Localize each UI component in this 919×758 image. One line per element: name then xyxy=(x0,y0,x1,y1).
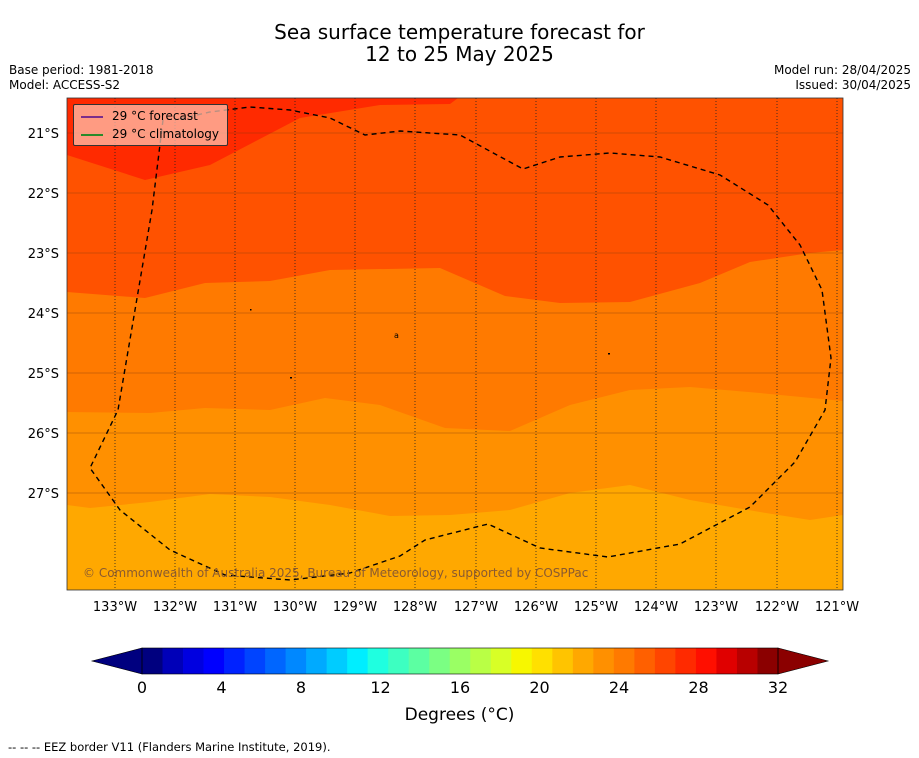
colorbar-swatch xyxy=(716,648,738,674)
longitude-label: 126°W xyxy=(514,600,558,615)
colorbar-frame xyxy=(141,647,779,675)
colorbar-swatch xyxy=(531,648,553,674)
longitude-label: 125°W xyxy=(574,600,618,615)
map-grid xyxy=(67,98,843,590)
colorbar-swatch xyxy=(224,648,245,674)
colorbar-tick-label: 8 xyxy=(295,678,307,697)
colorbar xyxy=(90,647,830,675)
colorbar-swatch xyxy=(490,648,512,674)
eez-border xyxy=(89,106,832,581)
colorbar-swatch xyxy=(511,648,533,674)
legend-climatology-label: 29 °C climatology xyxy=(112,127,220,141)
colorbar-swatch xyxy=(183,648,204,674)
colorbar-swatch xyxy=(449,648,471,674)
colorbar-swatch xyxy=(552,648,574,674)
colorbar-swatch xyxy=(306,648,328,674)
colorbar-swatch xyxy=(675,648,697,674)
info-right: Model run: 28/04/2025 Issued: 30/04/2025 xyxy=(774,63,911,93)
colorbar-swatch xyxy=(736,648,758,674)
model-run: Model run: 28/04/2025 xyxy=(773,63,911,77)
islands: a xyxy=(250,309,610,379)
longitude-label: 130°W xyxy=(273,600,317,615)
colorbar-swatch xyxy=(142,648,163,674)
svg-text:a: a xyxy=(394,331,399,340)
colorbar-tick-label: 24 xyxy=(608,678,630,697)
legend-climatology-swatch xyxy=(81,134,103,136)
colorbar-swatch xyxy=(347,648,369,674)
colorbar-under-arrow xyxy=(90,647,143,675)
colorbar-swatch xyxy=(203,648,225,674)
latitude-label: 23°S xyxy=(28,247,59,262)
longitude-label: 132°W xyxy=(153,600,197,615)
info-left: Base period: 1981-2018 Model: ACCESS-S2 xyxy=(9,63,154,93)
longitude-label: 122°W xyxy=(755,600,799,615)
colorbar-swatch xyxy=(654,648,676,674)
colorbar-tick-label: 20 xyxy=(529,678,550,697)
sst-band xyxy=(67,98,843,303)
longitude-label: 129°W xyxy=(333,600,377,615)
colorbar-swatch xyxy=(367,648,389,674)
colorbar-swatch xyxy=(572,648,594,674)
colorbar-swatch xyxy=(695,648,717,674)
colorbar-tick-label: 0 xyxy=(136,678,148,697)
longitude-label: 124°W xyxy=(634,600,678,615)
base-period: Base period: 1981-2018 xyxy=(9,63,154,77)
colorbar-swatch xyxy=(613,648,635,674)
latitude-label: 22°S xyxy=(28,187,59,202)
colorbar-swatch xyxy=(634,648,656,674)
issued-date: Issued: 30/04/2025 xyxy=(795,78,911,92)
copyright-notice: © Commonwealth of Australia 2025, Bureau… xyxy=(83,566,588,580)
latitude-label: 27°S xyxy=(28,487,59,502)
model-name: Model: ACCESS-S2 xyxy=(9,78,121,92)
legend-forecast-swatch xyxy=(81,116,103,118)
map-frame xyxy=(66,97,844,591)
colorbar-tick-label: 12 xyxy=(370,678,391,697)
contour-legend: 29 °C forecast 29 °C climatology xyxy=(73,104,228,146)
colorbar-swatch xyxy=(408,648,430,674)
legend-forecast-label: 29 °C forecast xyxy=(112,109,198,123)
chart-title-line1: Sea surface temperature forecast for xyxy=(274,20,645,44)
colorbar-tick-label: 28 xyxy=(688,678,709,697)
colorbar-swatch xyxy=(470,648,492,674)
longitude-label: 131°W xyxy=(213,600,257,615)
longitude-label: 133°W xyxy=(93,600,137,615)
colorbar-swatch xyxy=(162,648,184,674)
latitude-label: 21°S xyxy=(28,127,59,142)
longitude-label: 127°W xyxy=(454,600,498,615)
colorbar-swatch xyxy=(757,648,779,674)
longitude-label: 121°W xyxy=(815,600,859,615)
colorbar-swatch xyxy=(326,648,348,674)
colorbar-tick-label: 16 xyxy=(449,678,471,697)
colorbar-swatch xyxy=(429,648,451,674)
colorbar-title: Degrees (°C) xyxy=(404,705,515,725)
latitude-label: 26°S xyxy=(28,427,59,442)
longitude-label: 128°W xyxy=(393,600,437,615)
footer-note: -- -- -- EEZ border V11 (Flanders Marine… xyxy=(8,740,331,754)
temperature-bands xyxy=(67,98,843,590)
longitude-label: 123°W xyxy=(694,600,738,615)
colorbar-over-arrow xyxy=(777,647,830,675)
colorbar-swatch xyxy=(265,648,287,674)
latitude-label: 24°S xyxy=(28,307,59,322)
colorbar-tick-label: 4 xyxy=(216,678,227,697)
colorbar-swatch xyxy=(388,648,410,674)
chart-title-line2: 12 to 25 May 2025 xyxy=(365,42,554,66)
latitude-label: 25°S xyxy=(28,367,59,382)
colorbar-swatch xyxy=(593,648,615,674)
colorbar-swatch xyxy=(244,648,266,674)
colorbar-swatch xyxy=(285,648,307,674)
latitude-labels: 21°S 22°S 23°S 24°S 25°S 26°S 27°S xyxy=(28,127,59,502)
colorbar-tick-label: 32 xyxy=(767,678,789,697)
longitude-labels: 133°W 132°W 131°W 130°W 129°W 128°W 127°W 126°W… xyxy=(93,600,859,615)
